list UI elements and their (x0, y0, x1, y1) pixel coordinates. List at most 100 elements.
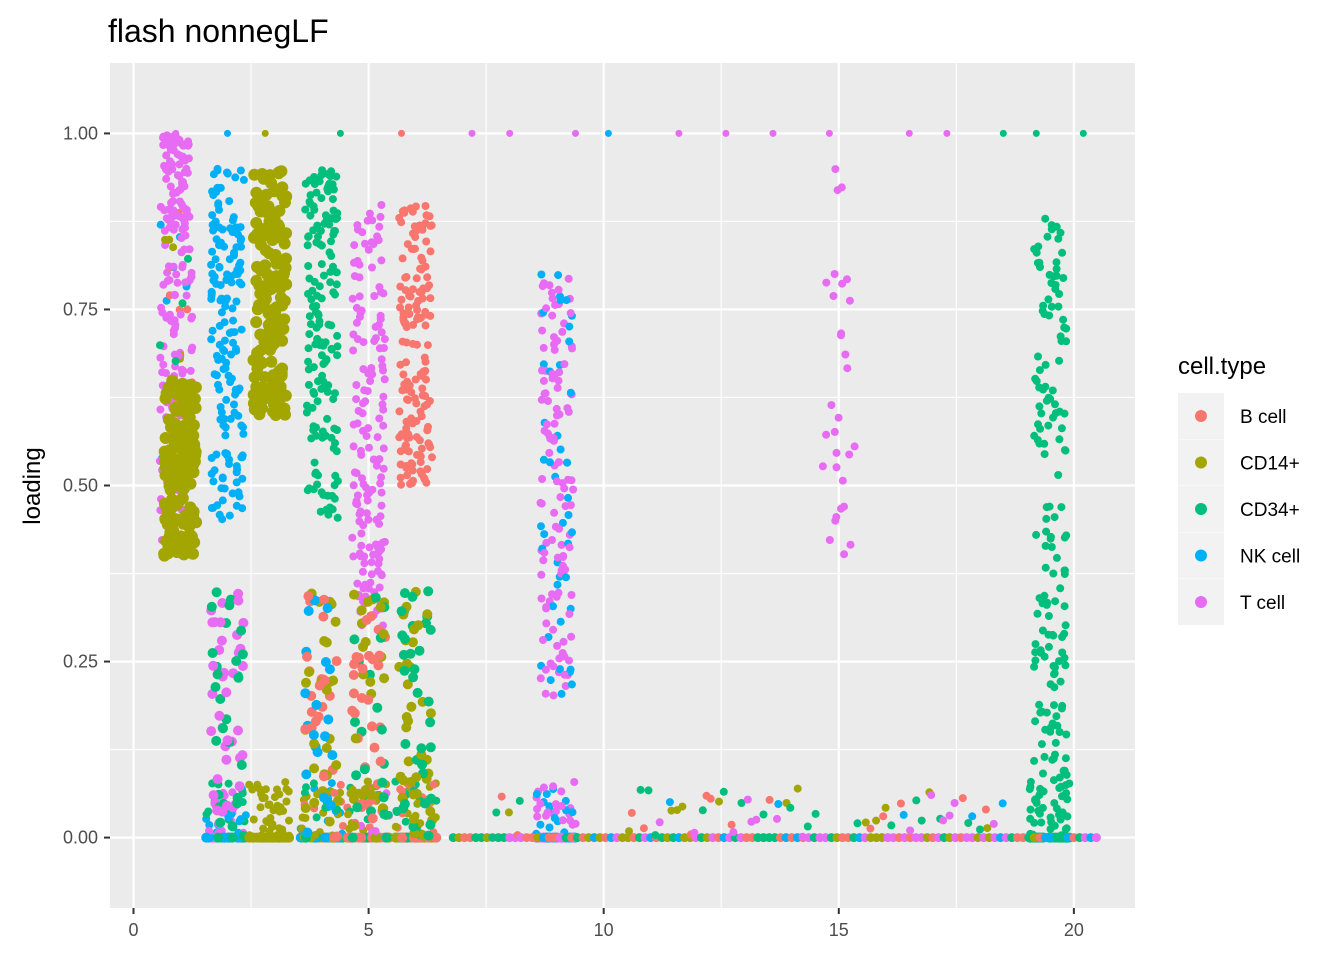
data-point (215, 385, 224, 394)
data-point (409, 664, 420, 675)
data-point (379, 421, 388, 430)
data-point (303, 606, 314, 616)
data-point (420, 402, 429, 411)
data-point (1054, 302, 1063, 311)
data-point (226, 414, 235, 423)
data-point (357, 663, 368, 674)
data-point (1060, 409, 1069, 418)
data-point (569, 485, 578, 494)
data-point (943, 129, 951, 137)
data-point (1034, 242, 1043, 251)
data-point (378, 629, 389, 639)
data-point (549, 602, 557, 611)
data-point (209, 226, 218, 235)
data-point (379, 809, 390, 820)
data-point (375, 583, 384, 592)
data-point (254, 287, 267, 300)
data-point (236, 815, 245, 824)
data-point (504, 808, 513, 817)
data-point (207, 504, 216, 512)
data-point (208, 660, 219, 671)
data-point (1026, 805, 1035, 814)
data-point (729, 828, 738, 837)
data-point (556, 493, 565, 502)
data-point (183, 411, 196, 424)
data-point (217, 484, 226, 493)
data-point (549, 691, 558, 700)
data-point (377, 777, 388, 788)
data-point (349, 552, 358, 561)
data-point (319, 636, 330, 646)
data-point (218, 496, 227, 505)
data-point (309, 363, 318, 372)
data-point (399, 633, 410, 644)
data-point (361, 615, 372, 625)
data-point (331, 389, 339, 398)
data-point (310, 277, 319, 286)
data-point (183, 168, 192, 177)
data-point (566, 388, 575, 397)
y-tick-label: 0.75 (63, 299, 98, 319)
data-point (320, 731, 330, 742)
data-point (1043, 232, 1052, 241)
data-point (237, 421, 246, 430)
data-point (861, 818, 870, 827)
data-point (752, 815, 761, 824)
data-point (1057, 424, 1066, 433)
legend-label: T cell (1240, 593, 1285, 614)
legend-label: CD14+ (1240, 454, 1300, 475)
data-point (319, 594, 329, 605)
x-tick-label: 5 (364, 920, 374, 940)
data-point (830, 427, 839, 436)
data-point (169, 330, 178, 339)
data-point (238, 617, 249, 628)
data-point (759, 810, 768, 819)
data-point (374, 650, 385, 661)
data-point (377, 488, 386, 497)
data-point (349, 589, 359, 600)
data-point (551, 300, 560, 309)
data-point (218, 515, 227, 524)
data-point (349, 420, 358, 429)
data-point (229, 338, 237, 347)
data-point (210, 682, 221, 692)
data-point (1025, 785, 1034, 794)
data-point (214, 199, 223, 208)
data-point (539, 360, 548, 369)
data-point (411, 788, 422, 799)
data-point (405, 418, 413, 427)
data-point (989, 819, 998, 828)
data-point (421, 321, 430, 330)
data-point (221, 687, 232, 698)
data-point (425, 440, 434, 449)
data-point (302, 408, 311, 417)
data-point (318, 433, 327, 442)
data-point (1038, 306, 1047, 315)
data-point (159, 132, 168, 141)
data-point (224, 129, 231, 137)
data-point (330, 424, 339, 433)
data-point (317, 260, 326, 269)
data-point (675, 129, 683, 137)
data-point (376, 311, 385, 320)
data-point (181, 223, 189, 232)
data-point (220, 336, 229, 345)
data-point (164, 167, 173, 176)
data-point (539, 376, 548, 385)
data-point (1050, 701, 1058, 710)
data-point (201, 832, 212, 843)
data-point (325, 248, 334, 257)
data-point (398, 775, 409, 786)
data-point (301, 769, 312, 780)
data-point (822, 430, 831, 439)
data-point (539, 343, 548, 352)
data-point (850, 442, 859, 451)
data-point (402, 441, 410, 450)
data-point (1052, 265, 1061, 273)
data-point (207, 648, 218, 658)
data-point (398, 129, 405, 137)
data-point (317, 194, 326, 203)
data-point (171, 357, 180, 366)
data-point (381, 832, 392, 843)
data-point (1060, 446, 1069, 455)
